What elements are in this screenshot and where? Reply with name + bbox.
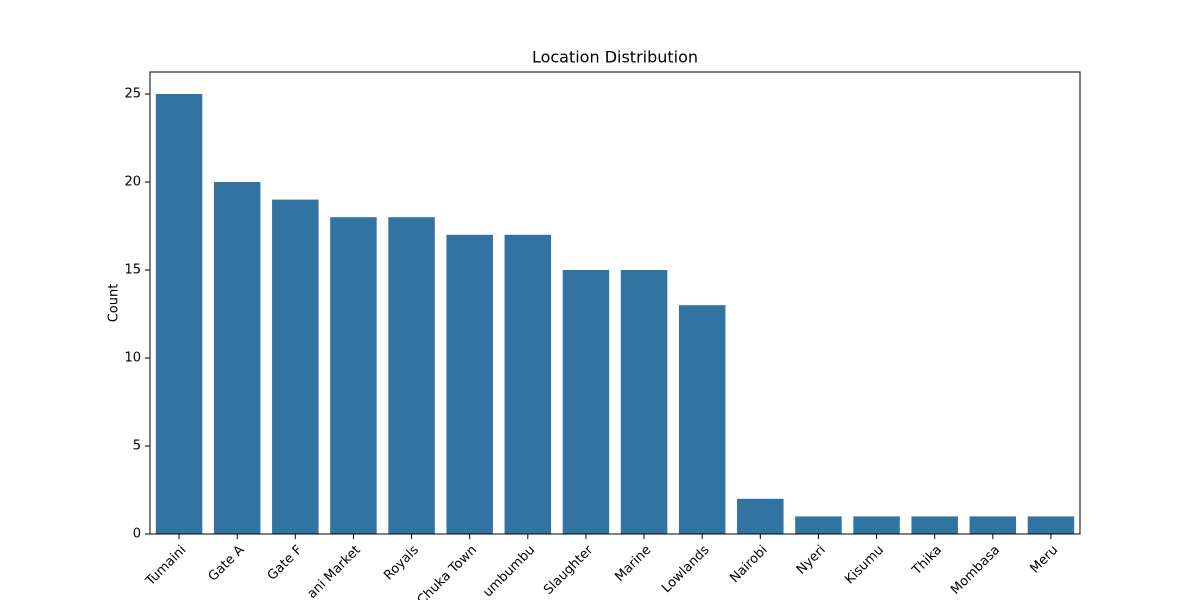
y-tick-label: 5 [133,439,141,454]
bar [969,516,1017,534]
bar [330,217,377,534]
y-tick-label: 0 [133,527,141,542]
chart-title: Location Distribution [532,48,698,67]
bar [272,199,319,534]
bar [446,234,493,535]
y-tick-label: 10 [124,351,141,366]
y-axis-label: Count [107,284,122,323]
bar [213,182,261,534]
bar [155,94,203,534]
bar [562,270,610,534]
bar [388,217,435,534]
bar [1027,516,1075,534]
y-tick-label: 15 [124,263,141,278]
bar [504,234,552,535]
bar [620,270,668,534]
bar [853,516,900,534]
y-tick-label: 25 [124,87,141,102]
bar [911,516,958,534]
plot-frame [149,71,1081,535]
y-tick-label: 20 [124,175,141,190]
bar [678,305,726,534]
bar [795,516,842,534]
bar [737,498,784,534]
